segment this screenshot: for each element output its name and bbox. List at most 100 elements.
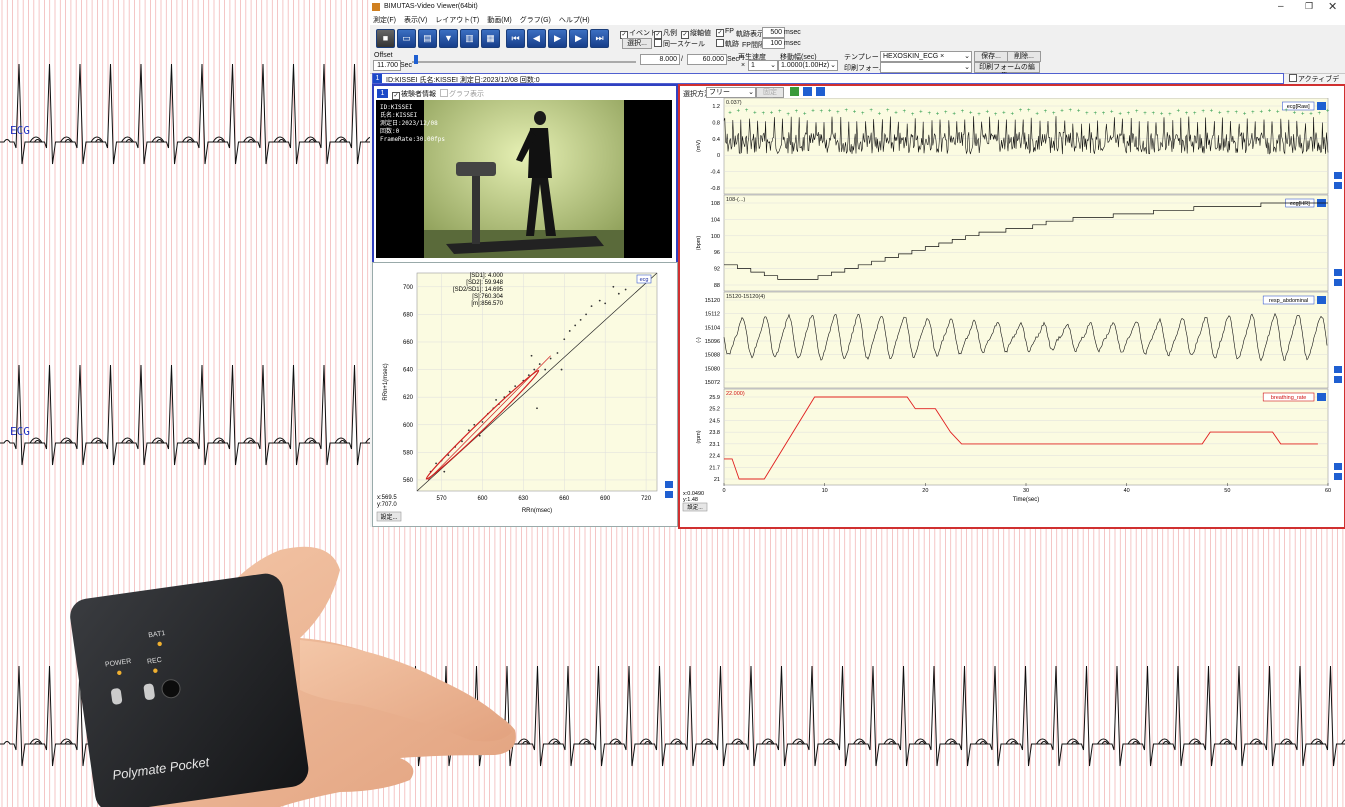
menu-item[interactable]: 表示(V) [403, 17, 428, 24]
same-scale-check[interactable]: 同一スケール [654, 39, 705, 49]
waveform-plot[interactable]: 1.20.80.40-0.4-0.8(mV)0.037)ecg[Raw]+ + + +… [680, 98, 1344, 527]
menu-item[interactable]: 測定(F) [373, 17, 396, 24]
restore-icon[interactable]: ❐ [1305, 1, 1314, 11]
print-form-select[interactable]: ⌄ [880, 62, 972, 73]
step-back-icon[interactable]: ◀ [527, 29, 546, 48]
skip-start-icon[interactable]: ⏮ [506, 29, 525, 48]
overlay-line: 氏名:KISSEI [380, 112, 418, 119]
power-led [117, 670, 122, 675]
settings-button[interactable]: 設定... [687, 503, 703, 511]
r-peak-marker: + [936, 112, 940, 118]
menu-bar: 測定(F) 表示(V) レイアウト(T) 動画(M) グラフ(G) ヘルプ(H) [370, 14, 1345, 25]
move-width-select[interactable]: 1.0000(1.00Hz) ⌄ [778, 60, 838, 71]
graph-display-check[interactable]: グラフ表示 [440, 89, 484, 99]
selection-method-select[interactable]: フリー ⌄ [706, 87, 756, 98]
minimize-icon[interactable]: – [1278, 1, 1284, 12]
time-slider-track[interactable] [412, 61, 636, 63]
r-peak-marker: + [1118, 112, 1122, 118]
r-peak-marker: + [1235, 110, 1239, 116]
time-total-input[interactable]: 60.000 [687, 54, 727, 65]
channel-menu-icon[interactable] [1317, 296, 1326, 304]
menu-item[interactable]: グラフ(G) [519, 17, 551, 24]
playback-speed-select[interactable]: 1 ⌄ [748, 60, 778, 71]
poincare-plot[interactable]: 570 600 630 660 690 720 700 680 660 640 620 600 580 5… [373, 263, 677, 526]
r-peak-marker: + [1318, 111, 1322, 117]
trace-check[interactable]: 軌跡 [716, 39, 739, 49]
channel-cursor-value: 0.037) [726, 100, 742, 106]
zoom-in-icon[interactable] [665, 481, 673, 488]
x-tick-label: 630 [518, 496, 529, 502]
video-frame[interactable] [376, 100, 672, 258]
time-slider-thumb[interactable] [414, 55, 418, 64]
zoom-in-icon[interactable] [803, 87, 812, 96]
close-icon[interactable]: ✕ [1328, 1, 1338, 13]
record-icon[interactable]: ■ [376, 29, 395, 48]
chevron-down-icon: ⌄ [964, 53, 970, 60]
zoom-out-icon[interactable] [816, 87, 825, 96]
menu-item[interactable]: ヘルプ(H) [558, 17, 590, 24]
template-label: テンプレート [844, 54, 886, 61]
zoom-out-icon[interactable] [665, 491, 673, 498]
settings-button[interactable]: 設定... [380, 513, 397, 521]
save-button[interactable]: 保存... [974, 51, 1008, 62]
r-peak-marker: + [903, 109, 907, 115]
layout-icon[interactable]: ▥ [460, 29, 479, 48]
print-icon[interactable]: ▤ [418, 29, 437, 48]
r-peak-marker: + [1110, 109, 1114, 115]
x-tick-label: 40 [1124, 488, 1130, 494]
template-select[interactable]: HEXOSKIN_ECG × ⌄ [880, 51, 972, 62]
channel-tick-label: 23.1 [709, 442, 720, 448]
trace-display-input[interactable]: 500 [762, 27, 785, 38]
channel-zoom-out-icon[interactable] [1334, 376, 1342, 383]
channel-unit: (bpm) [696, 236, 702, 251]
channel-zoom-out-icon[interactable] [1334, 279, 1342, 286]
channel-zoom-in-icon[interactable] [1334, 463, 1342, 470]
open-icon[interactable]: ▭ [397, 29, 416, 48]
delete-button[interactable]: 削除... [1007, 51, 1041, 62]
step-forward-icon[interactable]: ▶ [569, 29, 588, 48]
r-peak-marker: + [1251, 110, 1255, 116]
channel-name: resp_abdominal [1269, 298, 1308, 304]
fp-check[interactable]: ✓ FP [716, 28, 734, 37]
ecg-lead-label-1: ECG [10, 124, 30, 137]
settings-button-box[interactable] [376, 511, 402, 522]
fixed-width-button[interactable]: 固定幅 [756, 87, 784, 105]
export-icon[interactable] [790, 87, 799, 96]
r-peak-marker: + [1193, 111, 1197, 117]
channel-tick-label: 15080 [705, 366, 720, 372]
title-bar: BIMUTAS-Video Viewer(64bit) – ❐ ✕ [370, 0, 1345, 14]
x-tick-label: 10 [822, 488, 828, 494]
ecg-trace-row-1 [0, 63, 409, 165]
channel-zoom-in-icon[interactable] [1334, 366, 1342, 373]
channel-menu-icon[interactable] [1317, 393, 1326, 401]
channel-zoom-in-icon[interactable] [1334, 172, 1342, 179]
rr-point [560, 368, 563, 371]
y-axis-label: RRn+1(msec) [383, 363, 389, 400]
settings-button-box[interactable] [682, 502, 708, 512]
table-icon[interactable]: ▦ [481, 29, 500, 48]
rr-point [495, 399, 497, 401]
print-form-edit-button[interactable]: 印刷フォームの編集... [974, 62, 1040, 80]
channel-zoom-out-icon[interactable] [1334, 182, 1342, 189]
fp-interval-input[interactable]: 100 [762, 38, 785, 49]
filter-icon[interactable]: ▼ [439, 29, 458, 48]
channel-zoom-in-icon[interactable] [1334, 269, 1342, 276]
channel-menu-icon[interactable] [1317, 102, 1326, 110]
r-peak-marker: + [1243, 112, 1247, 118]
menu-item[interactable]: レイアウト(T) [435, 17, 480, 24]
rr-point [579, 319, 582, 321]
offset-input[interactable]: 11.700 [373, 60, 401, 71]
subject-info-check[interactable]: ✓ 被験者情報 [392, 91, 436, 100]
rr-point [473, 423, 476, 426]
rr-point [536, 407, 538, 410]
select-button[interactable]: 選択... [622, 38, 652, 49]
play-icon[interactable]: ▶ [548, 29, 567, 48]
channel-tick-label: 22.4 [709, 454, 720, 460]
offset-label: Offset [374, 52, 393, 59]
y-axis-value-check[interactable]: ✓ 縦軸値 [681, 30, 711, 39]
channel-zoom-out-icon[interactable] [1334, 473, 1342, 480]
skip-end-icon[interactable]: ⏭ [590, 29, 609, 48]
legend-check[interactable]: ✓ 凡例 [654, 30, 677, 39]
time-position-input[interactable]: 8.000 [640, 54, 680, 65]
menu-item[interactable]: 動画(M) [487, 17, 512, 24]
